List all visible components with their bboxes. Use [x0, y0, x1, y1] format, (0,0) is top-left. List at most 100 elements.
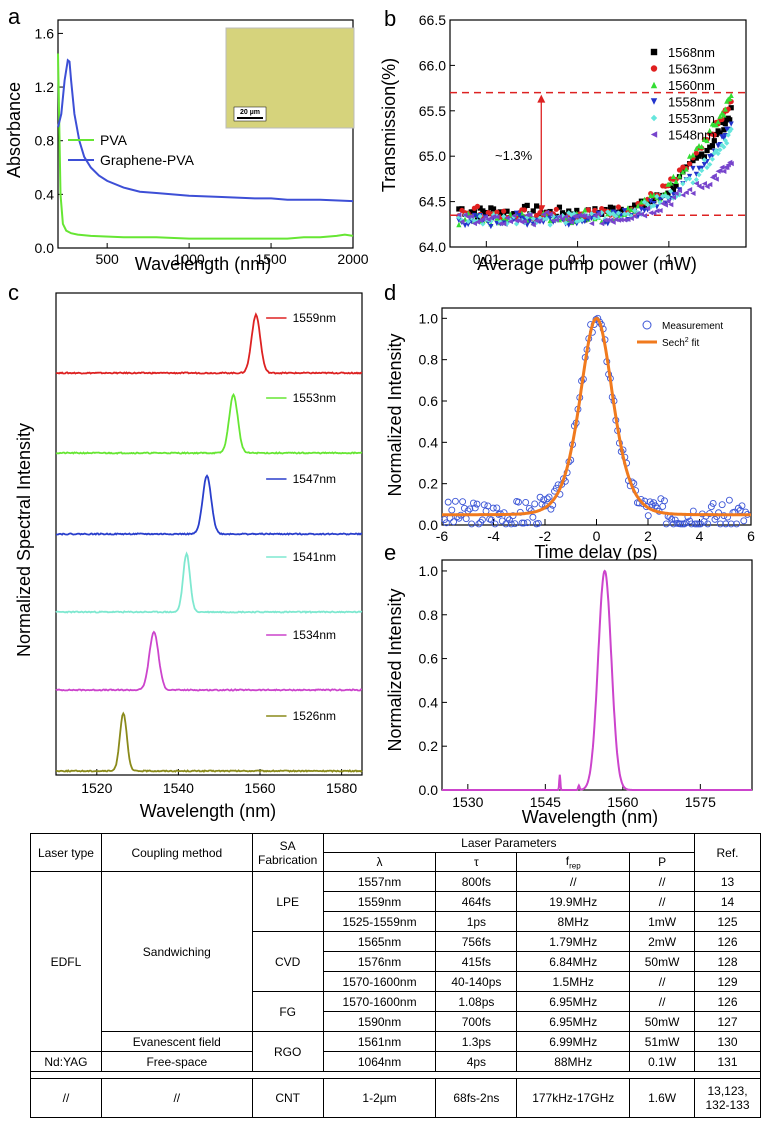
a-xtick-label: 500 [95, 251, 119, 267]
b-point-s2 [638, 199, 644, 205]
b-point-s3 [701, 162, 707, 168]
chart-b: 0.01 0.1 1 64.0 64.5 65.0 65.5 66.0 66.5 Transmi… [379, 12, 747, 274]
b-arrow-head-top [537, 94, 546, 103]
b-point-s2 [717, 113, 723, 119]
b-point-s0 [468, 209, 474, 215]
e-ylabel: Normalized Intensity [385, 588, 405, 751]
d-measurement-point [493, 504, 501, 512]
b-legend-label-5: 1548nm [668, 128, 715, 143]
d-measurement-point [538, 500, 546, 508]
b-point-s4 [715, 150, 721, 157]
b-point-s3 [605, 221, 611, 227]
c-spectrum-1 [55, 392, 363, 455]
b-point-s5 [724, 164, 730, 171]
d-measurement-point [659, 502, 667, 510]
table-cell: 1565nm [322, 931, 437, 952]
d-measurement-point [451, 497, 459, 505]
cell-ndyag: Nd:YAG [30, 1051, 102, 1072]
b-point-s0 [530, 208, 536, 214]
d-measurement-point [547, 505, 555, 513]
d-measurement-point [442, 519, 450, 527]
b-point-s5 [501, 221, 507, 227]
d-measurement-point [531, 500, 539, 508]
b-point-s4 [725, 132, 731, 138]
b-point-s2 [680, 169, 686, 175]
b-xtick-label: 0.1 [568, 251, 588, 267]
b-point-s5 [648, 210, 654, 216]
b-point-s4 [654, 193, 660, 200]
b-point-s2 [713, 122, 719, 128]
b-point-s2 [707, 127, 713, 134]
b-point-s0 [504, 208, 510, 214]
b-point-s5 [521, 218, 528, 225]
e-ytick-label: 0.2 [419, 738, 439, 754]
e-ytick-label: 1.0 [419, 563, 439, 579]
b-point-s0 [482, 209, 489, 216]
b-point-s0 [488, 205, 494, 211]
b-point-s2 [701, 136, 707, 142]
c-legend-label-2: 1547nm [293, 472, 336, 486]
d-measurement-point [473, 500, 481, 508]
b-point-s0 [497, 209, 503, 215]
b-xlabel: Average pump power (mW) [477, 254, 697, 274]
b-point-s0 [670, 187, 677, 193]
a-series-line-0 [57, 53, 354, 240]
table-cell: 700fs [435, 1011, 518, 1032]
b-point-s0 [665, 190, 671, 196]
b-legend-marker-0 [650, 48, 658, 56]
table-cell: 1570-1600nm [322, 991, 437, 1012]
cell-rgo: RGO [251, 1031, 324, 1072]
a-xtick-label: 1500 [255, 251, 286, 267]
b-point-s5 [711, 173, 717, 179]
b-point-s5 [585, 214, 591, 220]
b-point-s0 [709, 143, 716, 149]
b-point-s5 [701, 181, 707, 187]
c-legend-label-1: 1553nm [293, 391, 336, 405]
d-measurement-point [460, 504, 468, 512]
table-cell: 19.9MHz [516, 891, 631, 912]
b-point-s5 [693, 180, 699, 187]
th-params: Laser Parameters [322, 833, 696, 853]
b-point-s5 [568, 219, 575, 226]
table-cell: 6.95MHz [516, 991, 631, 1012]
c-xtick-label: 1520 [81, 780, 112, 796]
d-measurement-point [671, 516, 679, 524]
d-measurement-point [734, 504, 742, 512]
d-measurement-point [644, 512, 652, 520]
d-measurement-point [688, 520, 695, 528]
cell-evanescent: Evanescent field [100, 1031, 253, 1052]
table-cell: 1559nm [322, 891, 437, 912]
b-point-s5 [595, 211, 601, 217]
b-point-s5 [579, 213, 585, 219]
table-cell: 13 [694, 871, 761, 892]
b-frame [449, 19, 747, 248]
b-point-s5 [719, 164, 725, 170]
b-point-s5 [563, 214, 569, 220]
d-measurement-point [693, 520, 701, 528]
d-measurement-point [652, 502, 659, 510]
a-ytick-label: 0.4 [35, 186, 55, 202]
b-point-s5 [635, 210, 641, 216]
table-cell: 756fs [435, 931, 518, 952]
table-cell: 130 [694, 1031, 761, 1052]
c-legend-label-3: 1541nm [293, 550, 336, 564]
b-point-s5 [683, 189, 689, 196]
b-xtick-label: 0.01 [473, 251, 500, 267]
d-legend-fit: Sech2 fit [662, 337, 699, 349]
d-measurement-point [515, 498, 522, 506]
b-point-s5 [625, 216, 631, 222]
a-ytick-label: 0.0 [35, 240, 55, 256]
cell-lpe: LPE [251, 871, 324, 932]
b-point-s0 [717, 130, 723, 136]
b-point-s4 [693, 177, 699, 183]
d-measurement-point [540, 496, 548, 504]
table-cell: 1525-1559nm [322, 911, 437, 932]
b-point-s4 [668, 188, 674, 194]
b-point-s4 [676, 192, 683, 198]
b-point-s0 [721, 127, 727, 133]
b-point-s1 [711, 132, 717, 138]
d-measurement-point [478, 516, 486, 524]
b-point-s3 [638, 206, 644, 212]
table-cell: 1mW [629, 911, 696, 932]
b-point-s5 [468, 213, 474, 219]
